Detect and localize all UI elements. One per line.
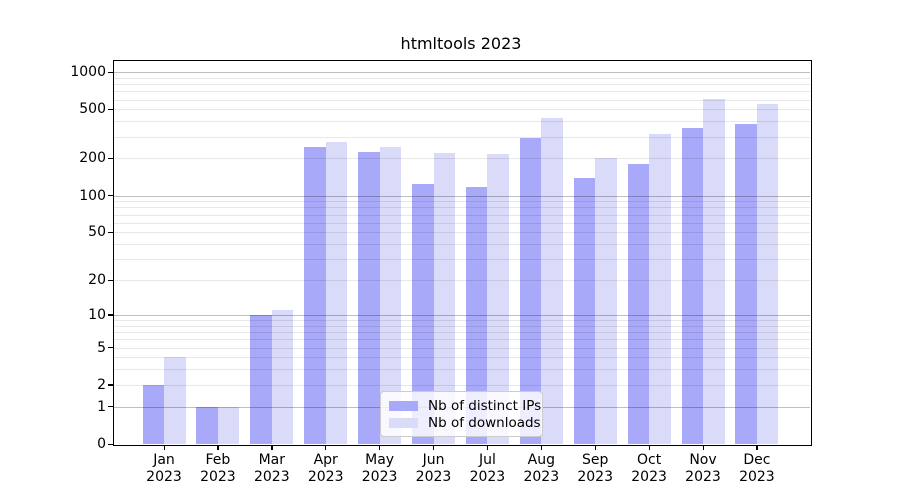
bar-downloads-jan [164, 357, 186, 444]
bar-downloads-oct [649, 133, 671, 444]
bar-downloads-mar [271, 310, 294, 444]
bar-distinct-ips-jun [412, 184, 434, 444]
legend-swatch-downloads [389, 418, 418, 429]
bar-downloads-dec [756, 104, 779, 444]
minor-gridline [114, 84, 810, 86]
y-tick-label: 1 [97, 398, 106, 415]
bar-distinct-ips-may [358, 151, 380, 444]
bar-downloads-jul [487, 153, 509, 444]
bar-distinct-ips-nov [681, 128, 703, 444]
major-gridline [114, 72, 810, 74]
bar-distinct-ips-jan [142, 384, 164, 444]
bar-downloads-sep [595, 157, 617, 444]
x-tick-label: Feb 2023 [200, 452, 236, 485]
y-tick-mark [108, 279, 113, 281]
bar-distinct-ips-oct [627, 164, 650, 444]
bar-distinct-ips-feb [196, 406, 218, 444]
bar-distinct-ips-aug [519, 138, 542, 444]
y-tick-label: 200 [79, 150, 106, 167]
y-tick-mark [108, 406, 113, 408]
y-tick-mark [108, 443, 113, 445]
x-tick-label: Jan 2023 [146, 452, 182, 485]
y-tick-mark [108, 347, 113, 349]
x-tick-mark [540, 445, 543, 450]
chart-title: htmltools 2023 [400, 34, 522, 53]
bar-distinct-ips-jul [465, 186, 488, 444]
y-tick-mark [108, 157, 113, 160]
bar-distinct-ips-apr [304, 146, 326, 444]
y-tick-label: 10 [88, 306, 106, 323]
bar-downloads-jun [433, 153, 455, 444]
legend-item-distinct-ips: Nb of distinct IPs [389, 397, 541, 415]
y-tick-mark [108, 71, 113, 73]
x-tick-mark [325, 445, 327, 450]
y-tick-mark [108, 195, 113, 197]
x-tick-label: Nov 2023 [685, 452, 721, 485]
y-tick-label: 2 [97, 376, 106, 393]
y-tick-label: 1000 [70, 64, 106, 81]
y-tick-mark [108, 108, 113, 111]
x-tick-mark [379, 445, 381, 450]
bar-distinct-ips-mar [250, 314, 272, 444]
x-tick-label: May 2023 [361, 452, 398, 485]
y-tick-mark [108, 231, 113, 234]
bar-downloads-may [379, 146, 402, 444]
legend-label-distinct-ips: Nb of distinct IPs [428, 397, 542, 414]
bar-downloads-feb [217, 406, 240, 444]
x-tick-label: Jul 2023 [469, 452, 506, 485]
x-tick-label: Dec 2023 [739, 452, 775, 485]
legend: Nb of distinct IPs Nb of downloads [380, 391, 543, 437]
bar-downloads-nov [703, 98, 725, 444]
x-tick-label: Oct 2023 [631, 452, 667, 485]
bar-distinct-ips-dec [735, 123, 757, 444]
y-tick-label: 0 [97, 436, 106, 452]
x-tick-mark [486, 445, 489, 450]
x-tick-label: Jun 2023 [415, 452, 452, 485]
bar-downloads-apr [325, 141, 348, 444]
x-tick-label: Apr 2023 [307, 452, 344, 485]
x-tick-mark [217, 445, 219, 450]
x-tick-mark [648, 445, 650, 450]
minor-gridline [114, 91, 810, 93]
x-tick-mark [702, 445, 704, 450]
legend-label-downloads: Nb of downloads [428, 415, 541, 432]
x-tick-label: Mar 2023 [253, 452, 290, 485]
y-tick-mark [108, 384, 113, 386]
x-tick-mark [594, 445, 596, 450]
x-tick-label: Aug 2023 [523, 452, 560, 485]
x-tick-mark [271, 445, 273, 450]
x-tick-mark [433, 445, 435, 450]
bar-downloads-aug [541, 118, 563, 444]
legend-swatch-distinct-ips [389, 400, 418, 411]
legend-item-downloads: Nb of downloads [389, 415, 541, 433]
x-tick-mark [163, 445, 165, 450]
y-tick-label: 5 [97, 339, 106, 356]
y-tick-label: 50 [88, 224, 106, 241]
x-tick-label: Sep 2023 [577, 452, 613, 485]
y-tick-label: 500 [79, 101, 106, 118]
y-tick-label: 100 [79, 187, 106, 204]
y-tick-mark [108, 314, 113, 316]
y-tick-label: 20 [88, 272, 106, 289]
x-tick-mark [756, 445, 758, 450]
minor-gridline [114, 77, 810, 79]
bar-distinct-ips-sep [573, 177, 596, 444]
